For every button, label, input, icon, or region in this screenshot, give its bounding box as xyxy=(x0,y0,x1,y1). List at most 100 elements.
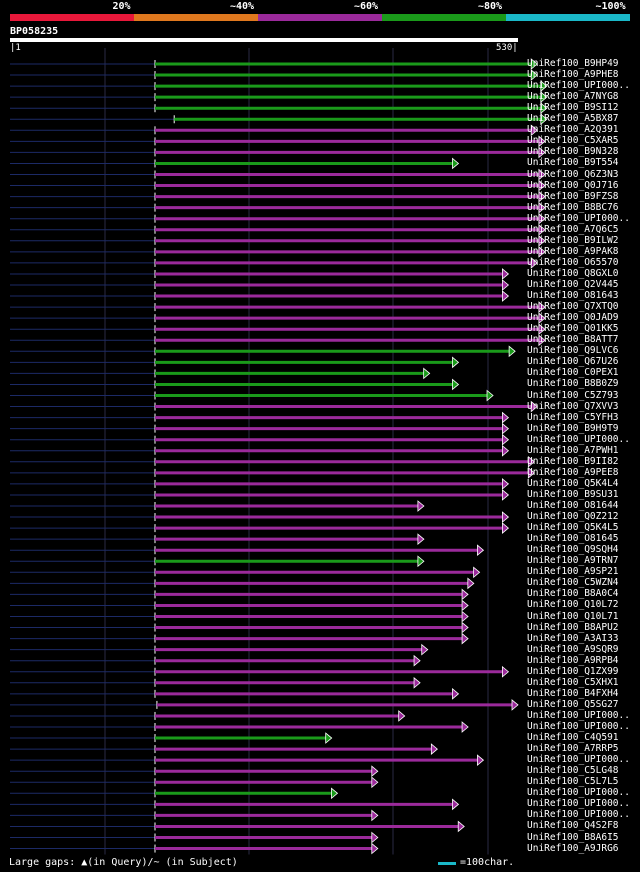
hit-label[interactable]: UniRef100_A9PHE8 xyxy=(527,69,619,81)
hit-arrow xyxy=(461,610,469,623)
hit-label[interactable]: UniRef100_A9JRG6 xyxy=(527,842,619,854)
hit-label[interactable]: UniRef100_B8APU2 xyxy=(527,621,619,633)
hit-arrow xyxy=(501,522,510,534)
hit-label[interactable]: UniRef100_Q9SQH4 xyxy=(527,544,619,556)
hit-label[interactable]: UniRef100_A7PWH1 xyxy=(527,444,619,456)
hit-label[interactable]: UniRef100_UPI000.. xyxy=(527,80,630,92)
hit-label[interactable]: UniRef100_Q0JAD9 xyxy=(527,312,619,324)
hit-arrow xyxy=(538,301,546,313)
hit-label[interactable]: UniRef100_B9SI12 xyxy=(527,102,619,114)
hit-label[interactable]: UniRef100_Q7XVV3 xyxy=(527,400,619,412)
hit-label[interactable]: UniRef100_UPI000.. xyxy=(527,709,630,721)
hit-label[interactable]: UniRef100_O81643 xyxy=(527,290,619,302)
legend-swatch xyxy=(134,14,258,21)
hit-arrow xyxy=(417,500,425,512)
hit-label[interactable]: UniRef100_C5WZN4 xyxy=(527,577,619,589)
hit-label[interactable]: UniRef100_B9ILW2 xyxy=(527,234,619,246)
hit-label[interactable]: UniRef100_Q6Z3N3 xyxy=(527,168,619,180)
hit-arrow xyxy=(371,809,379,822)
hit-label[interactable]: UniRef100_Q67U26 xyxy=(527,356,619,368)
hit-label[interactable]: UniRef100_B8B0Z9 xyxy=(527,378,619,390)
hit-arrow xyxy=(538,234,546,247)
hit-label[interactable]: UniRef100_C5Z793 xyxy=(527,389,619,401)
hit-label[interactable]: UniRef100_A5BX87 xyxy=(527,113,619,125)
hit-label[interactable]: UniRef100_C5YFH3 xyxy=(527,411,619,423)
hit-label[interactable]: UniRef100_O81644 xyxy=(527,500,619,511)
hit-label[interactable]: UniRef100_A7NYG8 xyxy=(527,91,619,103)
hit-label[interactable]: UniRef100_C5XAR5 xyxy=(527,135,619,147)
hit-arrow xyxy=(540,80,548,92)
hit-label[interactable]: UniRef100_A9PAK8 xyxy=(527,245,619,257)
hit-label[interactable]: UniRef100_B9SU31 xyxy=(527,488,619,500)
hit-label[interactable]: UniRef100_B8A6I5 xyxy=(527,831,619,843)
hit-arrow xyxy=(530,400,538,413)
hit-label[interactable]: UniRef100_Q9LVC6 xyxy=(527,345,619,357)
hit-label[interactable]: UniRef100_Q10L71 xyxy=(527,610,619,622)
query-end-label: 530| xyxy=(496,43,518,53)
hit-label[interactable]: UniRef100_O81645 xyxy=(527,533,619,545)
hit-label[interactable]: UniRef100_C5LG48 xyxy=(527,765,619,777)
hit-arrow xyxy=(452,356,460,369)
hit-label[interactable]: UniRef100_UPI000.. xyxy=(527,787,630,799)
hit-label[interactable]: UniRef100_B8BC76 xyxy=(527,201,619,213)
hit-label[interactable]: UniRef100_C5XHX1 xyxy=(527,676,619,688)
hit-label[interactable]: UniRef100_B9H9T9 xyxy=(527,422,619,434)
hit-label[interactable]: UniRef100_Q4S2F8 xyxy=(527,820,619,832)
hit-label[interactable]: UniRef100_B4FXH4 xyxy=(527,687,619,699)
hit-label[interactable]: UniRef100_A9SQR9 xyxy=(527,643,619,655)
hit-label[interactable]: UniRef100_Q8GXL0 xyxy=(527,267,619,279)
hit-arrow xyxy=(527,455,535,468)
hit-label[interactable]: UniRef100_Q5K4L5 xyxy=(527,522,619,534)
hit-arrow xyxy=(467,577,475,590)
hit-label[interactable]: UniRef100_A9TRN7 xyxy=(527,555,619,567)
hit-label[interactable]: UniRef100_C4Q591 xyxy=(527,732,619,744)
hit-label[interactable]: UniRef100_Q1ZX99 xyxy=(527,665,619,677)
hit-label[interactable]: UniRef100_Q7XTQ0 xyxy=(527,301,619,313)
hit-label[interactable]: UniRef100_B9HP49 xyxy=(527,58,619,69)
hit-arrow xyxy=(501,290,510,302)
hit-label[interactable]: UniRef100_A2Q391 xyxy=(527,124,619,136)
hit-label[interactable]: UniRef100_UPI000.. xyxy=(527,809,630,821)
hit-label[interactable]: UniRef100_Q0J716 xyxy=(527,179,619,191)
hit-label[interactable]: UniRef100_UPI000.. xyxy=(527,721,630,732)
hit-label[interactable]: UniRef100_A9SP21 xyxy=(527,566,619,578)
hit-label[interactable]: UniRef100_UPI000.. xyxy=(527,212,630,224)
hit-label[interactable]: UniRef100_B8A0C4 xyxy=(527,588,619,600)
hit-label[interactable]: UniRef100_B8ATT7 xyxy=(527,334,619,346)
hit-arrow xyxy=(461,632,469,645)
hit-label[interactable]: UniRef100_A7Q6C5 xyxy=(527,223,619,235)
hit-label[interactable]: UniRef100_C5L7L5 xyxy=(527,776,619,788)
hit-arrow xyxy=(331,787,339,800)
hit-label[interactable]: UniRef100_A3AI33 xyxy=(527,632,619,644)
hit-label[interactable]: UniRef100_B9II82 xyxy=(527,455,619,467)
hit-arrow xyxy=(538,146,546,159)
hit-arrow xyxy=(501,665,510,678)
hit-label[interactable]: UniRef100_B9FZS8 xyxy=(527,190,619,202)
hit-arrow xyxy=(398,710,406,722)
scale-key-bar xyxy=(438,862,456,865)
hit-label[interactable]: UniRef100_Q0Z212 xyxy=(527,511,619,523)
hit-label[interactable]: UniRef100_Q10L72 xyxy=(527,599,619,611)
legend-label: 20% xyxy=(112,1,131,12)
hit-label[interactable]: UniRef100_C0PEX1 xyxy=(527,367,619,379)
hit-arrow xyxy=(538,212,546,225)
hit-arrow xyxy=(538,201,546,214)
hit-label[interactable]: UniRef100_Q5SG27 xyxy=(527,698,619,710)
hit-label[interactable]: UniRef100_Q5K4L4 xyxy=(527,477,619,489)
hit-label[interactable]: UniRef100_O65570 xyxy=(527,256,619,268)
hit-label[interactable]: UniRef100_Q2V445 xyxy=(527,279,619,290)
hit-arrow xyxy=(508,345,516,358)
hit-label[interactable]: UniRef100_A9RPB4 xyxy=(527,654,619,666)
hit-label[interactable]: UniRef100_UPI000.. xyxy=(527,754,630,766)
hit-arrow xyxy=(527,466,535,479)
hit-label[interactable]: UniRef100_B9T554 xyxy=(527,157,619,169)
hit-label[interactable]: UniRef100_Q01KK5 xyxy=(527,323,619,335)
hit-label[interactable]: UniRef100_A7RRP5 xyxy=(527,743,619,755)
hit-label[interactable]: UniRef100_A9PEE8 xyxy=(527,466,619,478)
hit-label[interactable]: UniRef100_UPI000.. xyxy=(527,433,630,445)
hit-label[interactable]: UniRef100_UPI000.. xyxy=(527,798,630,810)
hit-arrow xyxy=(538,312,546,325)
hit-arrow xyxy=(538,334,546,347)
hit-label[interactable]: UniRef100_B9N328 xyxy=(527,146,619,158)
